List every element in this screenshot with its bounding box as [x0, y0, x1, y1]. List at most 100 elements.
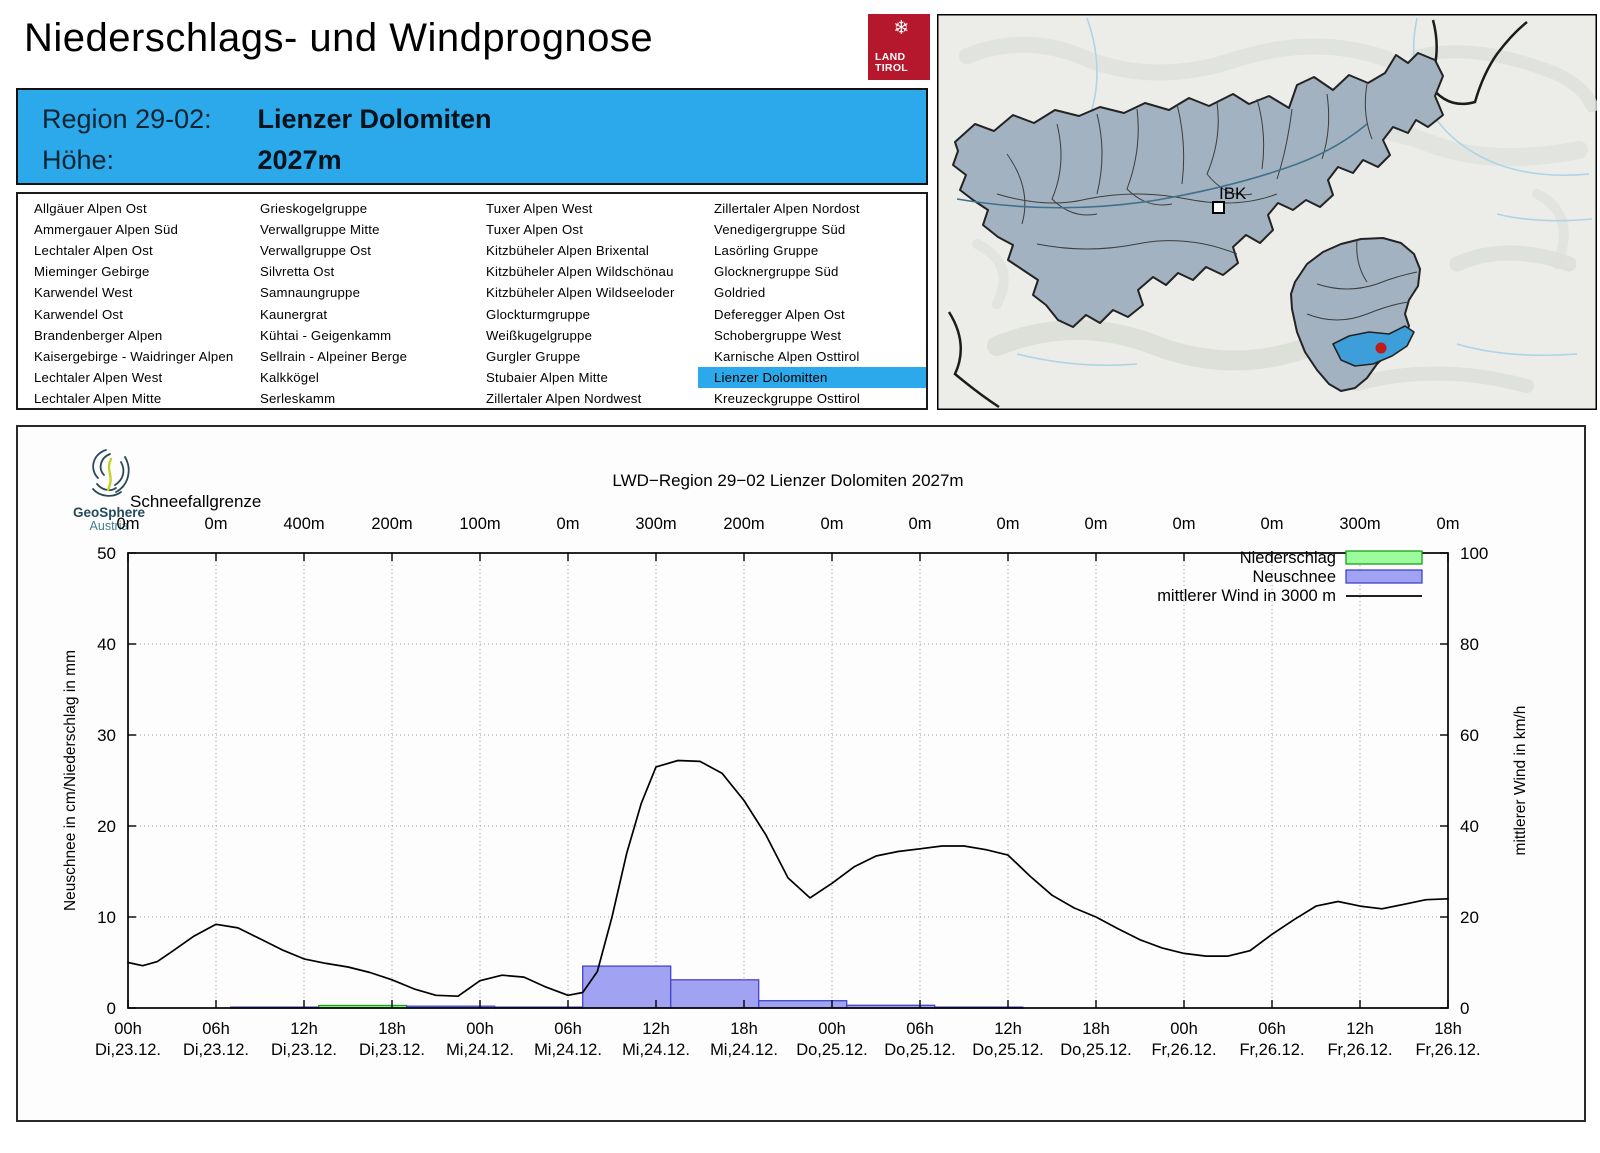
land-tirol-logo-text: LAND TIROL: [875, 51, 908, 74]
region-item-selected[interactable]: Lienzer Dolomitten: [698, 366, 926, 388]
svg-text:0m: 0m: [1173, 515, 1196, 533]
region-item[interactable]: Lechtaler Alpen Ost: [34, 243, 153, 259]
region-item[interactable]: Silvretta Ost: [260, 264, 335, 280]
river: [1496, 213, 1593, 222]
river: [1016, 353, 1138, 367]
region-item[interactable]: Ammergauer Alpen Süd: [34, 222, 179, 238]
region-item[interactable]: Glocknergruppe Süd: [714, 264, 839, 280]
svg-text:LWD−Region 29−02 Lienzer Dolom: LWD−Region 29−02 Lienzer Dolomiten 2027m: [612, 471, 963, 490]
svg-text:400m: 400m: [283, 515, 324, 533]
chart-svg: 00h Di,23.12. 0m 06h Di,23.12. 0m 12h Di,23.12.…: [62, 471, 1529, 1059]
svg-text:0m: 0m: [1437, 515, 1460, 533]
region-item[interactable]: Kitzbüheler Alpen Wildseeloder: [486, 285, 675, 301]
svg-text:300m: 300m: [635, 515, 676, 533]
region-value: Lienzer Dolomiten: [257, 104, 492, 134]
svg-text:Fr,26.12.: Fr,26.12.: [1239, 1041, 1304, 1059]
region-item[interactable]: Mieminger Gebirge: [34, 264, 150, 280]
region-item[interactable]: Kalkkögel: [260, 369, 319, 385]
region-item[interactable]: Kitzbüheler Alpen Wildschönau: [486, 264, 674, 280]
svg-text:Niederschlag: Niederschlag: [1240, 549, 1336, 567]
svg-text:06h: 06h: [202, 1020, 230, 1038]
svg-text:20: 20: [97, 817, 116, 836]
svg-text:Mi,24.12.: Mi,24.12.: [622, 1041, 690, 1059]
region-item[interactable]: Tuxer Alpen West: [486, 201, 593, 217]
region-item[interactable]: Zillertaler Alpen Nordwest: [486, 390, 642, 406]
svg-text:0m: 0m: [117, 515, 140, 533]
region-item[interactable]: Gurgler Gruppe: [486, 348, 581, 364]
region-item[interactable]: Zillertaler Alpen Nordost: [714, 201, 860, 217]
svg-text:300m: 300m: [1339, 515, 1380, 533]
svg-text:10: 10: [97, 908, 116, 927]
region-item[interactable]: Weißkugelgruppe: [486, 327, 593, 343]
svg-text:12h: 12h: [994, 1020, 1022, 1038]
region-item[interactable]: Sellrain - Alpeiner Berge: [260, 348, 408, 364]
forecast-chart: 00h Di,23.12. 0m 06h Di,23.12. 0m 12h Di,23.12.…: [18, 427, 1580, 1121]
region-info-box: Region 29-02: Lienzer Dolomiten Höhe: 20…: [16, 88, 928, 185]
svg-text:Do,25.12.: Do,25.12.: [884, 1041, 956, 1059]
region-item[interactable]: Schobergruppe West: [714, 327, 842, 343]
svg-text:0m: 0m: [557, 515, 580, 533]
svg-text:12h: 12h: [1346, 1020, 1374, 1038]
svg-text:00h: 00h: [818, 1020, 846, 1038]
region-item[interactable]: Deferegger Alpen Ost: [714, 306, 845, 322]
svg-text:0: 0: [1460, 999, 1469, 1018]
geosphere-logo: GeoSphere Austria: [54, 447, 164, 533]
region-item[interactable]: Tuxer Alpen Ost: [486, 222, 584, 238]
svg-text:40: 40: [97, 635, 116, 654]
region-item[interactable]: Lasörling Gruppe: [714, 243, 819, 259]
svg-text:18h: 18h: [730, 1020, 758, 1038]
region-item[interactable]: Kreuzeckgruppe Osttirol: [714, 390, 861, 406]
region-grid: Allgäuer Alpen Ost Grieskogelgruppe Tuxer …: [18, 194, 926, 409]
region-item[interactable]: Serleskamm: [260, 390, 336, 406]
svg-text:0m: 0m: [205, 515, 228, 533]
snowflake-icon: ❄: [893, 18, 910, 39]
region-north-tyrol[interactable]: [952, 52, 1444, 328]
svg-text:00h: 00h: [114, 1020, 142, 1038]
region-item[interactable]: Allgäuer Alpen Ost: [34, 201, 147, 217]
svg-text:0m: 0m: [1261, 515, 1284, 533]
svg-text:Di,23.12.: Di,23.12.: [359, 1041, 425, 1059]
geosphere-sub: Austria: [89, 519, 129, 533]
region-item[interactable]: Kühtai - Geigenkamm: [260, 327, 392, 343]
region-item[interactable]: Karwendel Ost: [34, 306, 124, 322]
region-item[interactable]: Stubaier Alpen Mitte: [486, 369, 609, 385]
svg-text:Neuschnee in cm/Niederschlag i: Neuschnee in cm/Niederschlag in mm: [62, 650, 79, 911]
svg-text:Fr,26.12.: Fr,26.12.: [1151, 1041, 1216, 1059]
region-item[interactable]: Kaisergebirge - Waidringer Alpen: [34, 348, 234, 364]
geosphere-name: GeoSphere: [72, 505, 146, 520]
svg-text:30: 30: [97, 726, 116, 745]
region-item[interactable]: Grieskogelgruppe: [260, 201, 368, 217]
svg-text:12h: 12h: [290, 1020, 318, 1038]
svg-text:12h: 12h: [642, 1020, 670, 1038]
svg-text:Do,25.12.: Do,25.12.: [1060, 1041, 1132, 1059]
region-item[interactable]: Kaunergrat: [260, 306, 328, 322]
region-item[interactable]: Karnische Alpen Osttirol: [714, 348, 860, 364]
forecast-chart-panel: GeoSphere Austria 00h Di,23.12. 0m 06h Di,23…: [16, 425, 1586, 1122]
ibk-label: IBK: [1219, 184, 1247, 203]
svg-text:Di,23.12.: Di,23.12.: [271, 1041, 337, 1059]
svg-text:Mi,24.12.: Mi,24.12.: [446, 1041, 514, 1059]
region-item[interactable]: Venedigergruppe Süd: [714, 222, 846, 238]
svg-text:06h: 06h: [1258, 1020, 1286, 1038]
altitude-label: Höhe:: [42, 145, 115, 175]
region-item[interactable]: Lechtaler Alpen West: [34, 369, 163, 385]
region-item[interactable]: Verwallgruppe Ost: [260, 243, 372, 259]
svg-text:06h: 06h: [554, 1020, 582, 1038]
region-item[interactable]: Glockturmgruppe: [486, 306, 591, 322]
svg-text:Do,25.12.: Do,25.12.: [972, 1041, 1044, 1059]
svg-text:0: 0: [107, 999, 116, 1018]
region-item[interactable]: Karwendel West: [34, 285, 133, 301]
svg-text:mittlerer Wind in 3000 m: mittlerer Wind in 3000 m: [1157, 587, 1336, 605]
region-item[interactable]: Verwallgruppe Mitte: [260, 222, 380, 238]
svg-text:Neuschnee: Neuschnee: [1253, 568, 1336, 586]
region-item[interactable]: Brandenberger Alpen: [34, 327, 163, 343]
region-item[interactable]: Kitzbüheler Alpen Brixental: [486, 243, 650, 259]
region-item[interactable]: Samnaungruppe: [260, 285, 361, 301]
land-tirol-logo: ❄ LAND TIROL: [868, 14, 930, 80]
tyrol-region-map: IBK: [935, 12, 1599, 412]
svg-text:80: 80: [1460, 635, 1479, 654]
region-item[interactable]: Lechtaler Alpen Mitte: [34, 390, 162, 406]
region-item[interactable]: Goldried: [714, 285, 766, 301]
svg-text:Fr,26.12.: Fr,26.12.: [1327, 1041, 1392, 1059]
region-lienzer-dolomiten-highlight[interactable]: [1332, 325, 1415, 367]
